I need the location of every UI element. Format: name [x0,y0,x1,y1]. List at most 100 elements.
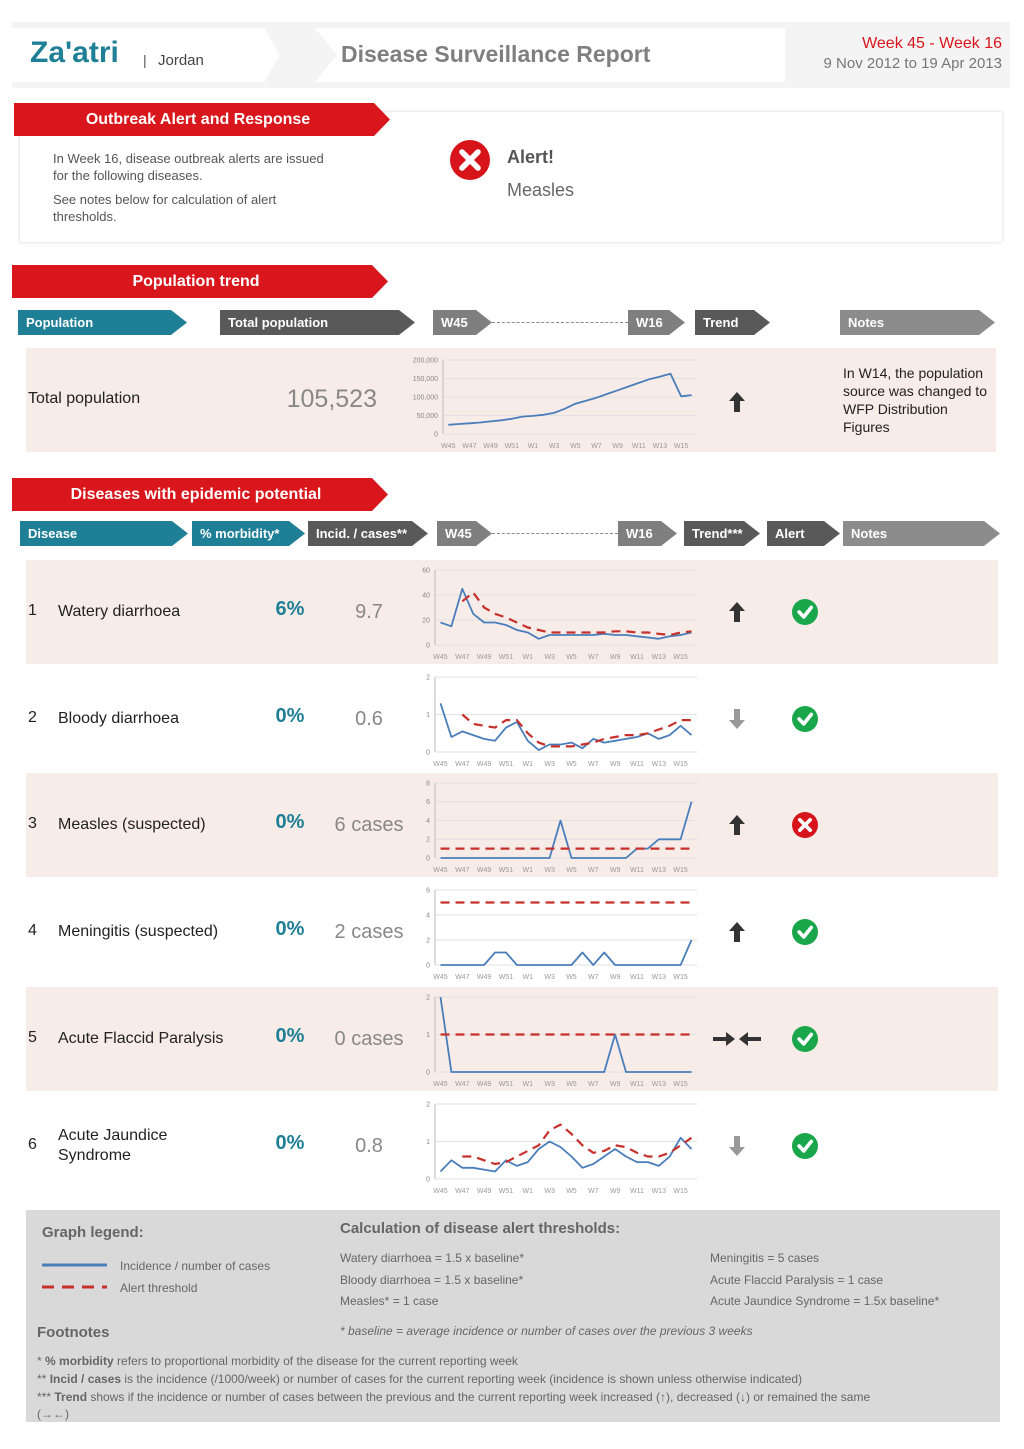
section-banner: Outbreak Alert and Response [14,103,390,136]
section-banner: W45 [437,521,492,546]
section-banner: Population [18,310,187,335]
alert-disease: Measles [507,180,575,200]
morbidity: 0% [275,1131,305,1154]
footnote-term: % morbidity [45,1354,114,1368]
threshold-item: Bloody diarrhoea = 1.5 x baseline* [340,1272,524,1287]
row-number: 1 [28,602,37,619]
threshold-item: Acute Jaundice Syndrome = 1.5x baseline* [710,1294,940,1308]
incidence-line [440,939,693,966]
disease-row: 3 Measles (suspected) 0% 6 cases 0 2 4 6 8 W45 W47… [26,773,998,878]
graphic: 0 50,000 100,000 150,000 200,000 W45 W47 W49 W51… [413,357,745,450]
trend-down [729,1135,745,1156]
y-tick-label: 150,000 [413,376,438,383]
footnote-term: Trend [54,1390,88,1404]
x-tick-label: W13 [653,443,668,450]
footnotes-heading: Footnotes [37,1324,110,1341]
x-tick-label: W45 [433,1081,448,1088]
trend-up [729,602,745,622]
trend-up [729,392,745,412]
legend-label: Incidence / number of cases [120,1259,271,1273]
legend-label: Alert threshold [120,1281,198,1295]
disease-name: Acute Jaundice Syndrome [58,1126,168,1164]
row-number: 6 [28,1135,37,1153]
x-tick-label: W3 [549,443,560,450]
x-tick-label: W15 [673,867,688,874]
header-mid [315,28,785,82]
alert-icon-cross [797,818,813,833]
footnote-mark: *** [37,1390,52,1404]
incidence: 2 cases [334,921,404,944]
x-tick-label: W47 [455,867,470,874]
threshold-item: Measles* = 1 case [340,1294,439,1308]
x-tick-label: W1 [523,761,534,768]
x-tick-label: W47 [455,761,470,768]
x-tick-label: W11 [630,867,644,874]
incidence: 0 cases [334,1027,404,1050]
morbidity: 0% [275,811,305,834]
y-tick-label: 2 [426,1101,430,1108]
x-tick-label: W47 [455,654,470,661]
y-tick-label: 20 [422,617,430,624]
x-tick-label: W49 [477,1188,492,1195]
x-tick-label: W15 [673,974,688,981]
x-tick-label: W15 [673,1188,688,1195]
x-tick-label: W47 [462,443,477,450]
x-tick-label: W51 [499,1188,514,1195]
x-tick-label: W51 [499,867,514,874]
x-tick-label: W45 [433,974,448,981]
section-banner: % morbidity* [192,521,305,546]
x-tick-label: W9 [612,443,623,450]
x-tick-label: W15 [673,761,688,768]
y-tick-label: 0 [426,856,430,863]
section-banner: W45 [433,310,492,335]
population-row: Total population 105,523 In W14, the popul… [26,348,996,452]
x-tick-label: W5 [566,867,577,874]
x-tick-label: W15 [673,654,688,661]
y-tick-label: 60 [422,567,430,574]
x-tick-label: W5 [566,654,577,661]
disease-name: Measles (suspected) [58,816,206,834]
x-tick-label: W7 [588,867,599,874]
section-banner: Diseases with epidemic potential [12,478,388,511]
x-tick-label: W47 [455,974,470,981]
morbidity: 0% [275,918,305,941]
threshold-item: Meningitis = 5 cases [710,1251,820,1265]
ok-icon [792,1132,818,1159]
x-tick-label: W49 [477,654,492,661]
graphic: 0 1 2 W45 W47 W49 W51 W1 W3 W5 W7 W9 W11 W13 W15 [426,994,818,1088]
y-tick-label: 1 [426,1138,430,1145]
threshold-item: Acute Flaccid Paralysis = 1 case [710,1272,884,1287]
header-left [12,28,280,82]
x-tick-label: W7 [591,443,602,450]
threshold-line [461,713,692,748]
morbidity: 6% [275,598,305,620]
y-tick-label: 2 [426,837,430,844]
date-range: 9 Nov 2012 to 19 Apr 2013 [823,55,1002,72]
x-tick-label: W13 [652,867,667,874]
x-tick-label: W15 [674,443,689,450]
x-tick-label: W5 [566,1188,577,1195]
x-tick-label: W9 [610,1188,621,1195]
graphic: 0 20 40 60 W45 W47 W49 W51 W1 W3 W5 W7 W9 W11 W13 W15 [422,567,818,661]
x-tick-label: W15 [673,1081,688,1088]
ok-icon-check [797,1032,814,1046]
footnote: ** Incid / cases is the incidence (/1000… [37,1371,877,1388]
x-tick-label: W47 [455,1081,470,1088]
y-tick-label: 2 [426,674,430,681]
x-tick-label: W3 [544,1081,555,1088]
y-tick-label: 2 [426,994,430,1001]
disease-name: Bloody diarrhoea [58,709,179,727]
incidence: 6 cases [334,814,404,837]
x-tick-label: W1 [523,974,534,981]
incidence-line [440,587,692,640]
ok-icon-check [797,1139,814,1153]
graphic: 0 1 2 W45 W47 W49 W51 W1 W3 W5 W7 W9 W11 W13 W15 [426,674,818,768]
y-tick-label: 0 [426,1069,430,1076]
report-title: Disease Surveillance Report [341,41,651,67]
x-tick-label: W13 [652,1188,667,1195]
footnote-text: is the incidence (/1000/week) or number … [124,1372,803,1386]
x-tick-label: W49 [477,761,492,768]
section-banner: Trend [695,310,770,335]
x-tick-label: W9 [610,1081,621,1088]
morbidity: 0% [275,1024,305,1047]
